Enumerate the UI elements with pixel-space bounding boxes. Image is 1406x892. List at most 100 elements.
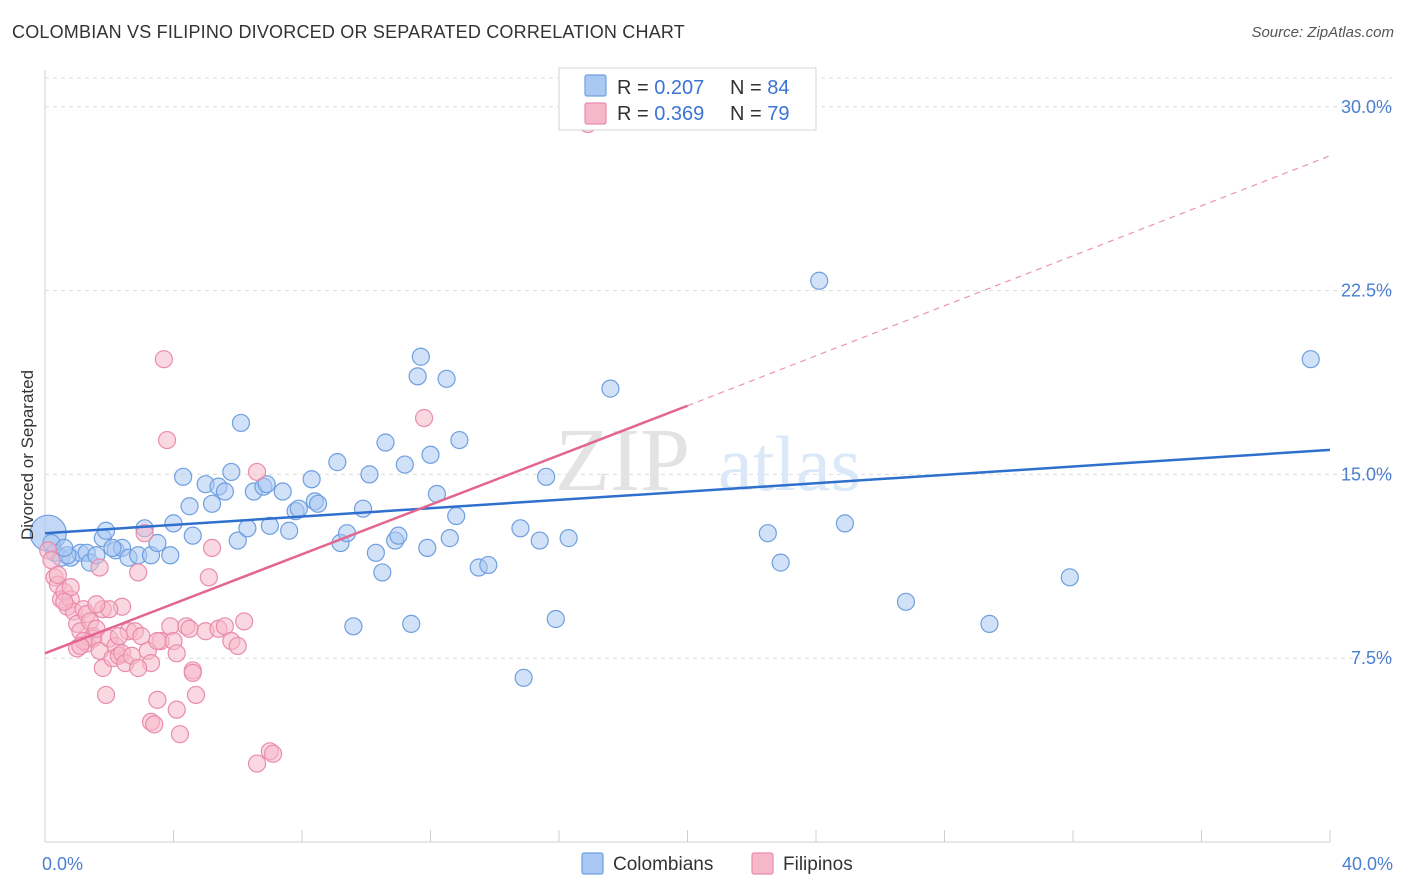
data-point: [411, 347, 430, 366]
data-point: [980, 614, 999, 633]
data-point: [186, 685, 206, 705]
data-point: [109, 627, 128, 646]
data-point: [408, 367, 427, 386]
data-point: [289, 499, 308, 518]
y-tick-label: 30.0%: [1341, 97, 1392, 117]
data-point: [96, 685, 116, 705]
data-point: [55, 538, 74, 558]
trend-line-filipinos: [44, 404, 688, 655]
data-point: [308, 494, 328, 513]
watermark: ZIP atlas: [555, 411, 861, 510]
data-point: [129, 563, 148, 582]
data-point: [222, 462, 241, 482]
data-point: [360, 465, 379, 484]
data-point: [87, 595, 106, 614]
legend-n-label: N =: [730, 77, 767, 99]
legend-swatch-filipinos: [584, 102, 607, 125]
data-point: [366, 543, 385, 562]
data-point: [154, 350, 173, 369]
data-point: [183, 663, 202, 682]
legend-n-label: N =: [730, 103, 767, 125]
trend-extension-filipinos: [687, 155, 1331, 407]
data-point: [157, 430, 177, 450]
data-point: [447, 506, 466, 526]
data-point: [215, 482, 234, 501]
data-point: [771, 553, 790, 572]
data-point: [414, 408, 434, 428]
data-point: [395, 455, 414, 474]
data-point: [273, 482, 292, 501]
data-point: [328, 453, 347, 472]
data-point: [180, 497, 199, 516]
data-point: [479, 555, 498, 575]
data-point: [418, 538, 437, 558]
legend-r-value: 0.207: [654, 77, 704, 99]
data-point: [90, 558, 109, 577]
data-point: [450, 430, 469, 450]
data-point: [402, 614, 421, 633]
data-point: [440, 529, 459, 548]
y-tick-label: 15.0%: [1341, 464, 1392, 484]
data-point: [247, 754, 267, 773]
y-axis-title: Divorced or Separated: [18, 370, 37, 540]
bottom-legend-colombians: Colombians: [613, 854, 713, 875]
watermark-atlas: atlas: [718, 420, 861, 507]
data-point: [238, 519, 257, 538]
data-point: [546, 609, 565, 629]
y-tick-label: 22.5%: [1341, 281, 1392, 301]
x-tick-label: 40.0%: [1342, 854, 1393, 874]
data-point: [389, 526, 408, 545]
data-point: [48, 565, 67, 584]
trend-lines: [44, 155, 1331, 655]
grid-lines: [45, 77, 1392, 659]
data-points: [29, 114, 1320, 773]
data-point: [537, 467, 556, 486]
data-point: [601, 379, 620, 398]
data-point: [199, 568, 218, 587]
data-point: [135, 524, 154, 543]
data-point: [145, 715, 164, 734]
data-point: [202, 538, 222, 558]
data-point: [257, 475, 276, 494]
data-point: [129, 658, 148, 678]
legend-n-value: 84: [767, 77, 789, 99]
data-point: [511, 519, 530, 538]
data-point: [202, 494, 222, 513]
chart-title: COLOMBIAN VS FILIPINO DIVORCED OR SEPARA…: [12, 22, 685, 42]
stats-legend: R = 0.207 N = 84 R = 0.369 N = 79: [558, 67, 817, 131]
data-point: [148, 533, 167, 553]
data-point: [835, 514, 855, 533]
data-point: [183, 526, 202, 545]
data-point: [148, 631, 167, 651]
data-point: [896, 592, 916, 611]
data-point: [810, 271, 829, 290]
legend-swatch-colombians: [584, 74, 607, 97]
data-point: [170, 725, 190, 744]
data-point: [231, 413, 251, 433]
data-point: [1301, 350, 1320, 369]
data-point: [260, 516, 279, 535]
series-legend: Colombians Filipinos: [581, 852, 853, 875]
data-point: [167, 644, 186, 663]
legend-r-label: R =: [617, 77, 654, 99]
legend-n-value: 79: [767, 103, 789, 125]
data-point: [161, 546, 180, 565]
legend-r-label: R =: [617, 103, 654, 125]
data-point: [559, 529, 578, 548]
bottom-legend-swatch-filipinos: [751, 852, 774, 875]
data-point: [174, 467, 193, 486]
data-point: [263, 744, 283, 763]
data-point: [228, 636, 247, 656]
chart-source: Source: ZipAtlas.com: [1251, 24, 1394, 41]
data-point: [514, 668, 533, 687]
bottom-legend-filipinos: Filipinos: [783, 854, 853, 875]
data-point: [103, 538, 122, 558]
data-point: [228, 531, 247, 550]
tick-labels: 7.5% 15.0% 22.5% 30.0% 0.0% 40.0%: [42, 97, 1393, 874]
y-tick-label: 7.5%: [1351, 648, 1392, 668]
trend-line-colombians: [44, 448, 1331, 535]
x-tick-label: 0.0%: [42, 854, 83, 874]
data-point: [161, 617, 180, 636]
legend-row-colombians: R = 0.207 N = 84: [617, 77, 790, 99]
legend-r-value: 0.369: [654, 103, 704, 125]
